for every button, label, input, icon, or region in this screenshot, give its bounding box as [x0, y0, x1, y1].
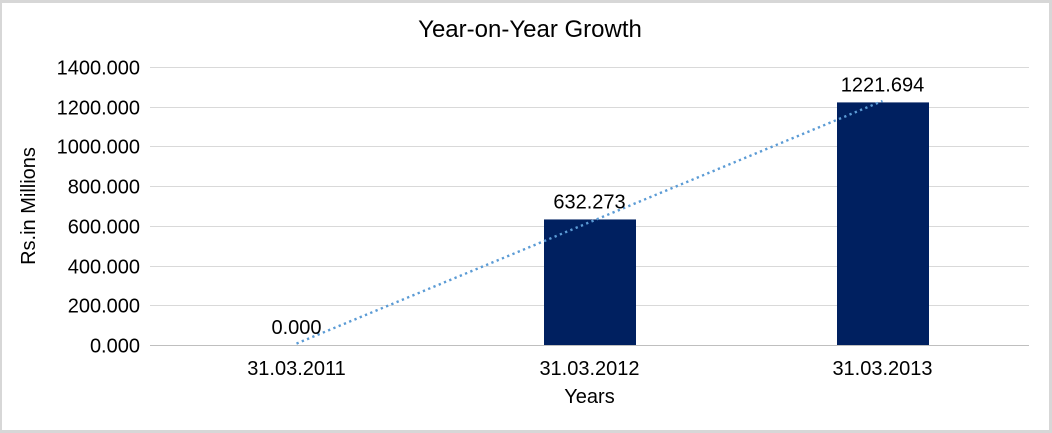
y-axis-tick-label: 0.000	[90, 336, 140, 358]
bar-31.03.2013[interactable]	[837, 102, 929, 345]
y-axis-tick-label: 1200.000	[57, 98, 140, 120]
y-axis-tick-label: 800.000	[68, 177, 140, 199]
y-axis-tick-label: 1000.000	[57, 137, 140, 159]
y-axis-tick-label: 400.000	[68, 257, 140, 279]
y-axis-title: Rs.in Millions	[18, 147, 40, 265]
chart-title: Year-on-Year Growth	[418, 16, 642, 43]
y-axis-tick-label: 600.000	[68, 217, 140, 239]
data-label: 0.000	[271, 317, 321, 339]
data-label: 632.273	[553, 191, 625, 213]
data-label: 1221.694	[841, 74, 924, 96]
y-axis-tick-label: 1400.000	[57, 58, 140, 80]
bar-31.03.2012[interactable]	[544, 219, 636, 345]
x-axis-title: Years	[564, 386, 614, 408]
x-axis-tick-label: 31.03.2011	[247, 358, 346, 380]
x-axis-tick-label: 31.03.2012	[539, 358, 639, 380]
x-axis-tick-label: 31.03.2013	[832, 358, 932, 380]
y-axis-tick-label: 200.000	[68, 296, 140, 318]
